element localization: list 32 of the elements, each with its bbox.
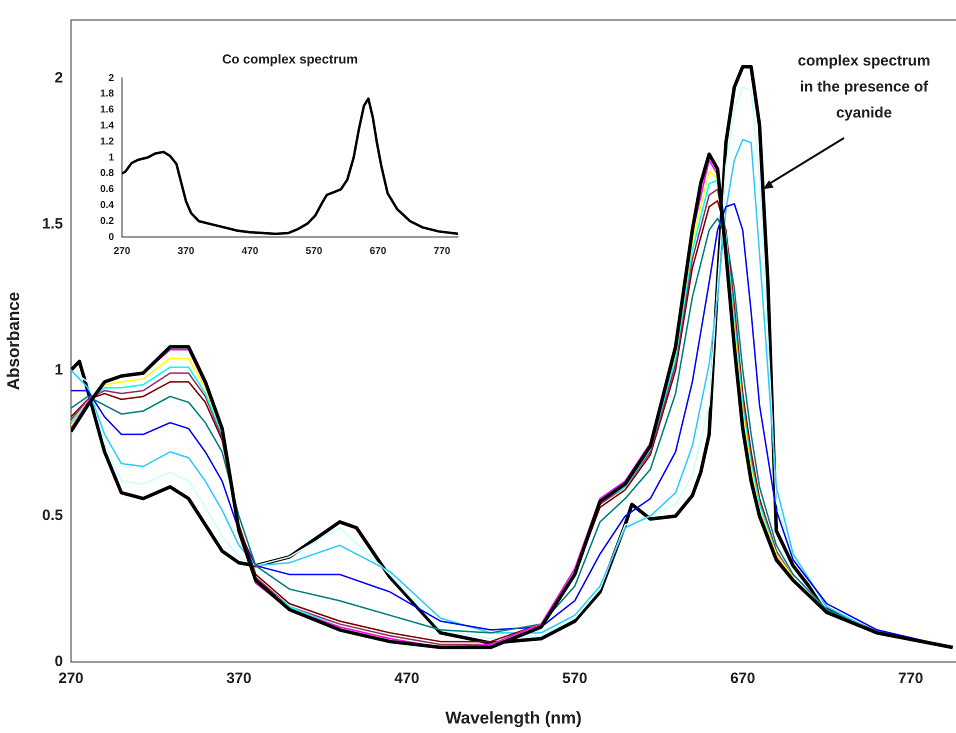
y-tick-label: 0.4 xyxy=(100,200,114,211)
y-tick-label: 1.2 xyxy=(100,136,114,148)
y-tick-label: 0.5 xyxy=(42,507,63,524)
y-axis-title: Absorbance xyxy=(4,292,23,390)
x-axis-title: Wavelength (nm) xyxy=(445,708,582,728)
y-tick-label: 1.6 xyxy=(100,104,114,116)
x-tick-label: 770 xyxy=(898,670,924,688)
y-tick-label: 0 xyxy=(108,232,114,243)
y-tick-label: 0.2 xyxy=(100,216,114,227)
x-tick-label: 270 xyxy=(58,670,84,688)
x-tick-label: 570 xyxy=(306,246,323,257)
x-tick-label: 370 xyxy=(226,670,252,688)
x-tick-label: 270 xyxy=(114,246,131,257)
x-tick-label: 570 xyxy=(562,670,588,688)
y-tick-label: 2 xyxy=(108,72,114,84)
y-tick-label: 1 xyxy=(108,152,114,164)
y-tick-label: 0 xyxy=(54,653,63,670)
x-tick-label: 470 xyxy=(242,246,259,257)
y-tick-label: 2 xyxy=(54,70,63,87)
annotation: complex spectrum in the presence of cyanide xyxy=(798,52,930,122)
y-tick-label: 1.8 xyxy=(100,88,114,100)
x-tick-label: 370 xyxy=(178,246,195,257)
y-tick-label: 1.5 xyxy=(42,215,63,232)
x-tick-label: 670 xyxy=(730,670,756,688)
chart-title: Co complex spectrum xyxy=(222,52,358,67)
y-tick-label: 0.6 xyxy=(100,184,114,196)
y-tick-label: 0.8 xyxy=(100,168,114,180)
x-tick-label: 470 xyxy=(394,670,420,688)
x-tick-label: 670 xyxy=(370,246,387,257)
y-tick-label: 1 xyxy=(54,361,63,378)
x-tick-label: 770 xyxy=(434,246,451,257)
y-tick-label: 1.4 xyxy=(100,120,114,132)
